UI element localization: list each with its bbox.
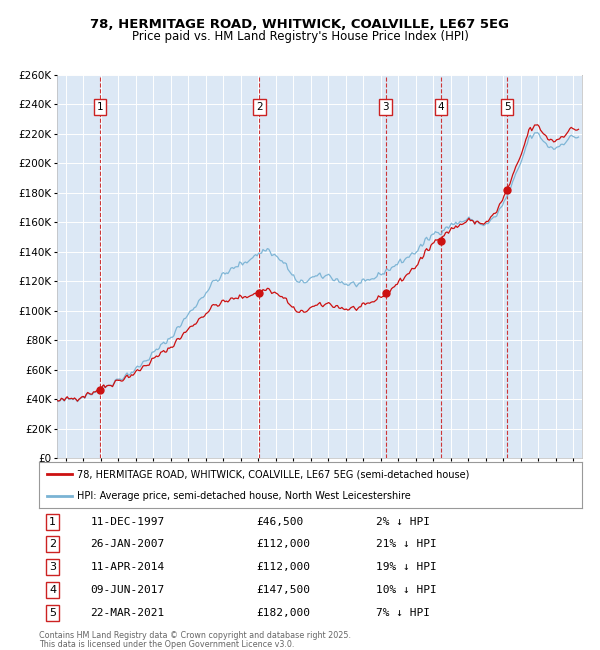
Text: 3: 3 — [382, 102, 389, 112]
Text: 78, HERMITAGE ROAD, WHITWICK, COALVILLE, LE67 5EG (semi-detached house): 78, HERMITAGE ROAD, WHITWICK, COALVILLE,… — [77, 469, 469, 479]
Text: 21% ↓ HPI: 21% ↓ HPI — [376, 540, 436, 549]
Text: 7% ↓ HPI: 7% ↓ HPI — [376, 608, 430, 617]
Text: Price paid vs. HM Land Registry's House Price Index (HPI): Price paid vs. HM Land Registry's House … — [131, 30, 469, 43]
Text: 10% ↓ HPI: 10% ↓ HPI — [376, 585, 436, 595]
Text: 26-JAN-2007: 26-JAN-2007 — [91, 540, 165, 549]
Text: 78, HERMITAGE ROAD, WHITWICK, COALVILLE, LE67 5EG: 78, HERMITAGE ROAD, WHITWICK, COALVILLE,… — [91, 18, 509, 31]
Text: 11-APR-2014: 11-APR-2014 — [91, 562, 165, 572]
Text: 2% ↓ HPI: 2% ↓ HPI — [376, 517, 430, 526]
Text: 11-DEC-1997: 11-DEC-1997 — [91, 517, 165, 526]
Text: 09-JUN-2017: 09-JUN-2017 — [91, 585, 165, 595]
Text: 19% ↓ HPI: 19% ↓ HPI — [376, 562, 436, 572]
Text: £147,500: £147,500 — [256, 585, 310, 595]
Text: 2: 2 — [49, 540, 56, 549]
Text: 1: 1 — [97, 102, 103, 112]
Text: 5: 5 — [504, 102, 511, 112]
Text: Contains HM Land Registry data © Crown copyright and database right 2025.: Contains HM Land Registry data © Crown c… — [39, 631, 351, 640]
Text: £112,000: £112,000 — [256, 562, 310, 572]
Text: 4: 4 — [437, 102, 444, 112]
Text: £112,000: £112,000 — [256, 540, 310, 549]
Text: This data is licensed under the Open Government Licence v3.0.: This data is licensed under the Open Gov… — [39, 640, 295, 649]
Text: 3: 3 — [49, 562, 56, 572]
Text: 4: 4 — [49, 585, 56, 595]
Text: £182,000: £182,000 — [256, 608, 310, 617]
Text: 5: 5 — [49, 608, 56, 617]
Text: 1: 1 — [49, 517, 56, 526]
Text: 2: 2 — [256, 102, 263, 112]
Text: 22-MAR-2021: 22-MAR-2021 — [91, 608, 165, 617]
Text: HPI: Average price, semi-detached house, North West Leicestershire: HPI: Average price, semi-detached house,… — [77, 491, 411, 500]
Text: £46,500: £46,500 — [256, 517, 304, 526]
